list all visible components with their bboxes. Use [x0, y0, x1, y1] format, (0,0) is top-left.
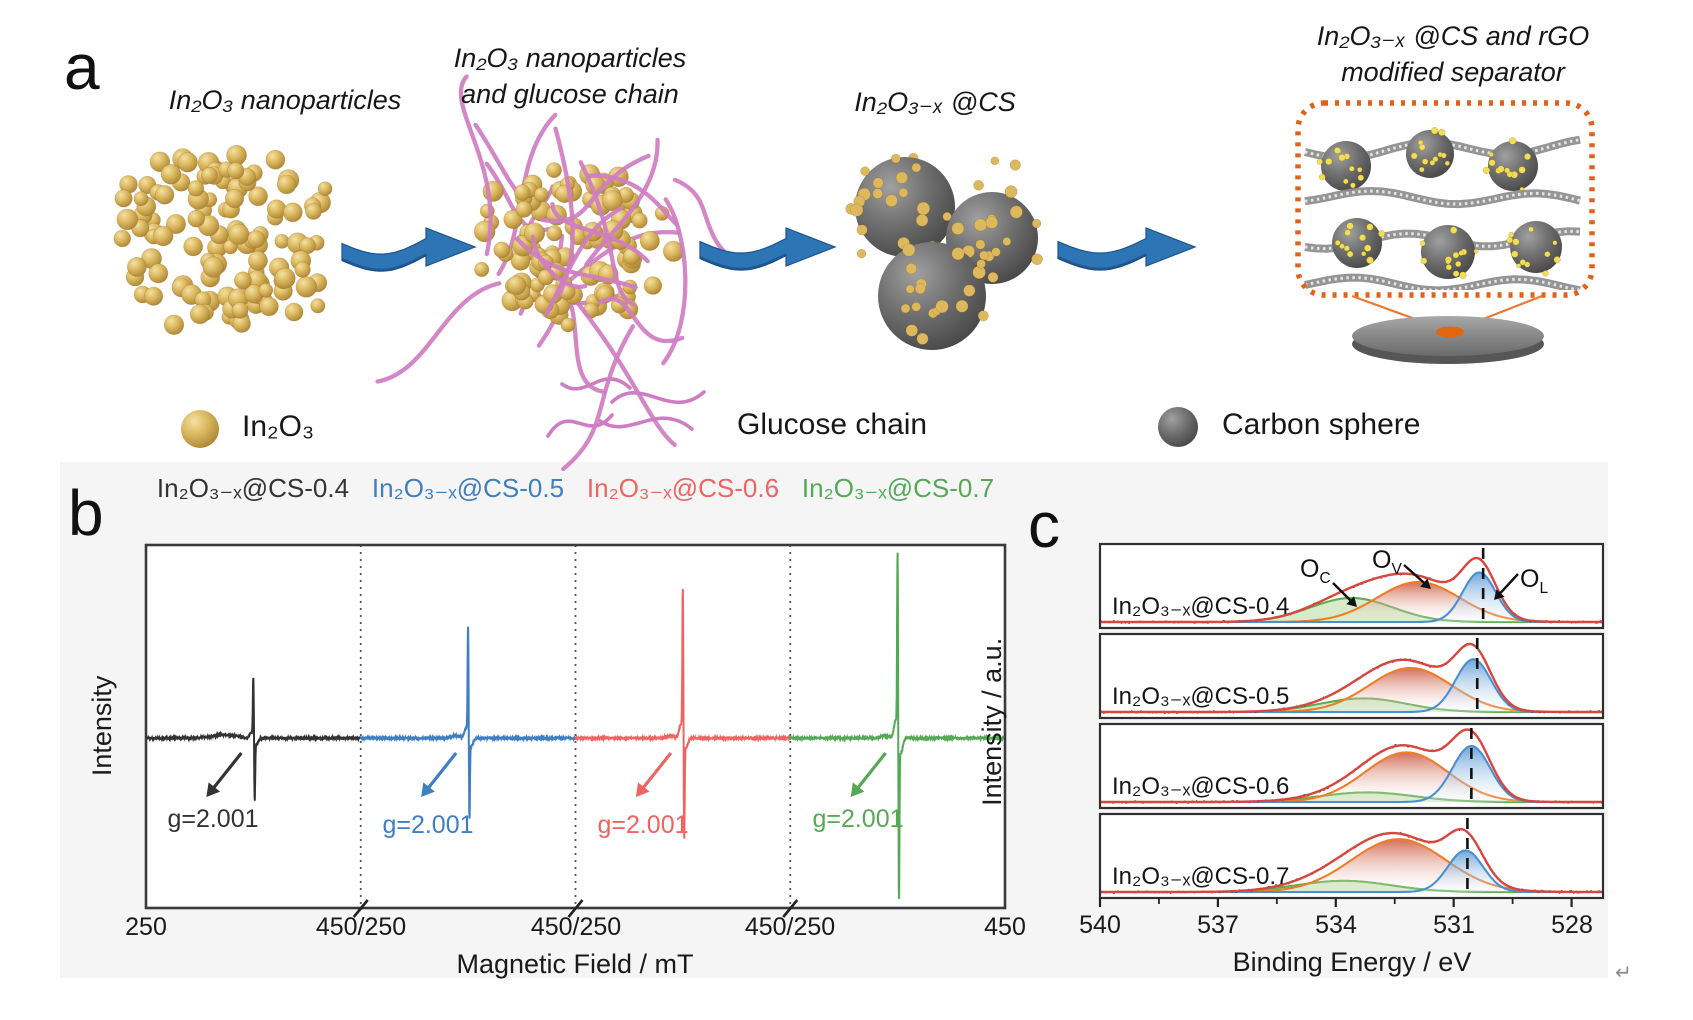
xps-OV-fill	[1100, 839, 1603, 892]
separator-disk	[1351, 294, 1544, 364]
xps-subpanel-frame	[1098, 722, 1605, 810]
process-arrow-3	[1057, 227, 1197, 271]
rgo-separator-inset	[1295, 100, 1595, 298]
in2o3x-cs-spheres	[845, 152, 1043, 350]
xps-subpanel-frame	[1098, 632, 1605, 720]
xps-envelope	[1100, 828, 1603, 894]
legend-in2o3-sphere	[181, 410, 219, 448]
legend-markers	[181, 377, 1198, 448]
xps-OL-fill	[1100, 850, 1603, 892]
process-arrow-1	[341, 227, 477, 272]
legend-carbon-sphere	[1158, 407, 1198, 447]
epr-trace-In₂O₃₋ₓ@CS-0.4	[146, 677, 362, 801]
epr-trace-In₂O₃₋ₓ@CS-0.6	[574, 589, 791, 839]
xps-subpanel-frame	[1098, 542, 1605, 630]
xps-chart	[1098, 542, 1605, 907]
legend-glucose-squiggle	[546, 377, 706, 438]
in2o3-nanoparticle-cluster	[113, 144, 333, 335]
in2o3-glucose-cluster	[375, 74, 742, 472]
xps-OV-fill	[1100, 752, 1603, 802]
xps-subpanel-frame	[1098, 812, 1605, 900]
epr-chart	[144, 543, 1007, 918]
process-arrow-2	[699, 227, 837, 271]
xps-OC-fill	[1100, 598, 1603, 622]
coating-spot	[1436, 326, 1464, 338]
xps-envelope	[1100, 556, 1603, 624]
dashed-highlight-box	[1295, 100, 1595, 298]
epr-trace-In₂O₃₋ₓ@CS-0.7	[789, 552, 1005, 899]
epr-trace-In₂O₃₋ₓ@CS-0.5	[359, 626, 577, 819]
xps-envelope	[1100, 642, 1603, 714]
axis-break-slash	[567, 899, 584, 918]
axis-break-slash	[352, 899, 369, 918]
panel-a-schematic	[113, 74, 1595, 472]
xps-OL-fill	[1100, 746, 1603, 802]
xps-envelope	[1100, 728, 1603, 804]
axis-break-slash	[782, 899, 799, 918]
xps-OL-fill	[1100, 572, 1603, 622]
